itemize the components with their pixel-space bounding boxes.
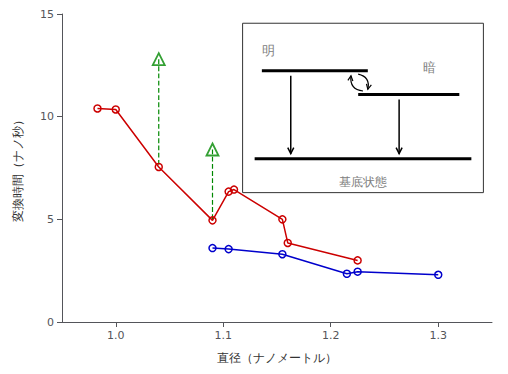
svg-text:基底状態: 基底状態 xyxy=(339,175,387,189)
svg-text:変換時間（ナノ秒）: 変換時間（ナノ秒） xyxy=(11,114,25,222)
svg-text:10: 10 xyxy=(40,110,54,123)
svg-text:1.0: 1.0 xyxy=(107,329,125,342)
svg-text:1.2: 1.2 xyxy=(322,329,340,342)
svg-text:暗: 暗 xyxy=(423,60,436,75)
svg-text:1.1: 1.1 xyxy=(215,329,233,342)
svg-text:0: 0 xyxy=(47,316,54,329)
svg-text:明: 明 xyxy=(262,43,275,58)
svg-text:15: 15 xyxy=(40,8,54,21)
svg-text:1.3: 1.3 xyxy=(430,329,448,342)
svg-text:5: 5 xyxy=(47,213,54,226)
svg-text:直径（ナノメートル）: 直径（ナノメートル） xyxy=(217,351,337,365)
